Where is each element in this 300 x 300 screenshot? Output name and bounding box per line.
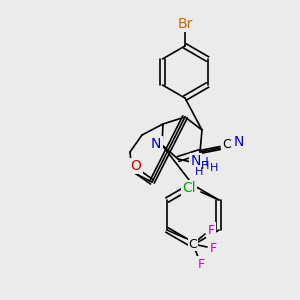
Text: N: N — [151, 137, 161, 151]
Text: Cl: Cl — [182, 181, 196, 195]
Text: N: N — [191, 154, 201, 168]
Text: C: C — [223, 139, 231, 152]
Text: C: C — [189, 238, 197, 250]
Text: O: O — [130, 159, 141, 173]
Text: Br: Br — [177, 17, 193, 31]
Text: H: H — [195, 167, 203, 177]
Text: F: F — [208, 224, 214, 236]
Text: H: H — [210, 163, 218, 173]
Text: F: F — [209, 242, 217, 256]
Text: H: H — [201, 161, 209, 171]
Text: NH: NH — [190, 155, 209, 169]
Text: N: N — [234, 135, 244, 149]
Text: F: F — [197, 257, 205, 271]
